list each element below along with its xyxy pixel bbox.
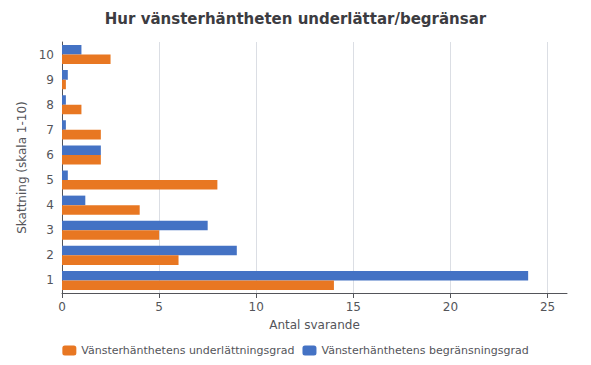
svg-text:7: 7	[46, 123, 54, 137]
svg-text:6: 6	[46, 148, 54, 162]
svg-text:9: 9	[46, 73, 54, 87]
svg-text:5: 5	[46, 173, 54, 187]
svg-text:15: 15	[346, 300, 361, 314]
svg-text:Skattning (skala 1-10): Skattning (skala 1-10)	[15, 101, 29, 234]
svg-text:20: 20	[443, 300, 458, 314]
svg-text:5: 5	[155, 300, 163, 314]
svg-text:8: 8	[46, 98, 54, 112]
svg-text:25: 25	[540, 300, 555, 314]
svg-text:Antal svarande: Antal svarande	[269, 318, 360, 332]
svg-text:Vänsterhänthetens begränsnings: Vänsterhänthetens begränsningsgrad	[321, 344, 528, 357]
svg-text:1: 1	[46, 273, 54, 287]
svg-text:3: 3	[46, 223, 54, 237]
svg-text:Hur vänsterhäntheten underlätt: Hur vänsterhäntheten underlättar/begräns…	[105, 10, 487, 28]
svg-text:2: 2	[46, 248, 54, 262]
svg-text:10: 10	[249, 300, 264, 314]
svg-text:10: 10	[39, 48, 54, 62]
svg-text:0: 0	[58, 300, 66, 314]
svg-text:4: 4	[46, 198, 54, 212]
svg-text:Vänsterhänthetens underlättnin: Vänsterhänthetens underlättningsgrad	[81, 344, 294, 357]
